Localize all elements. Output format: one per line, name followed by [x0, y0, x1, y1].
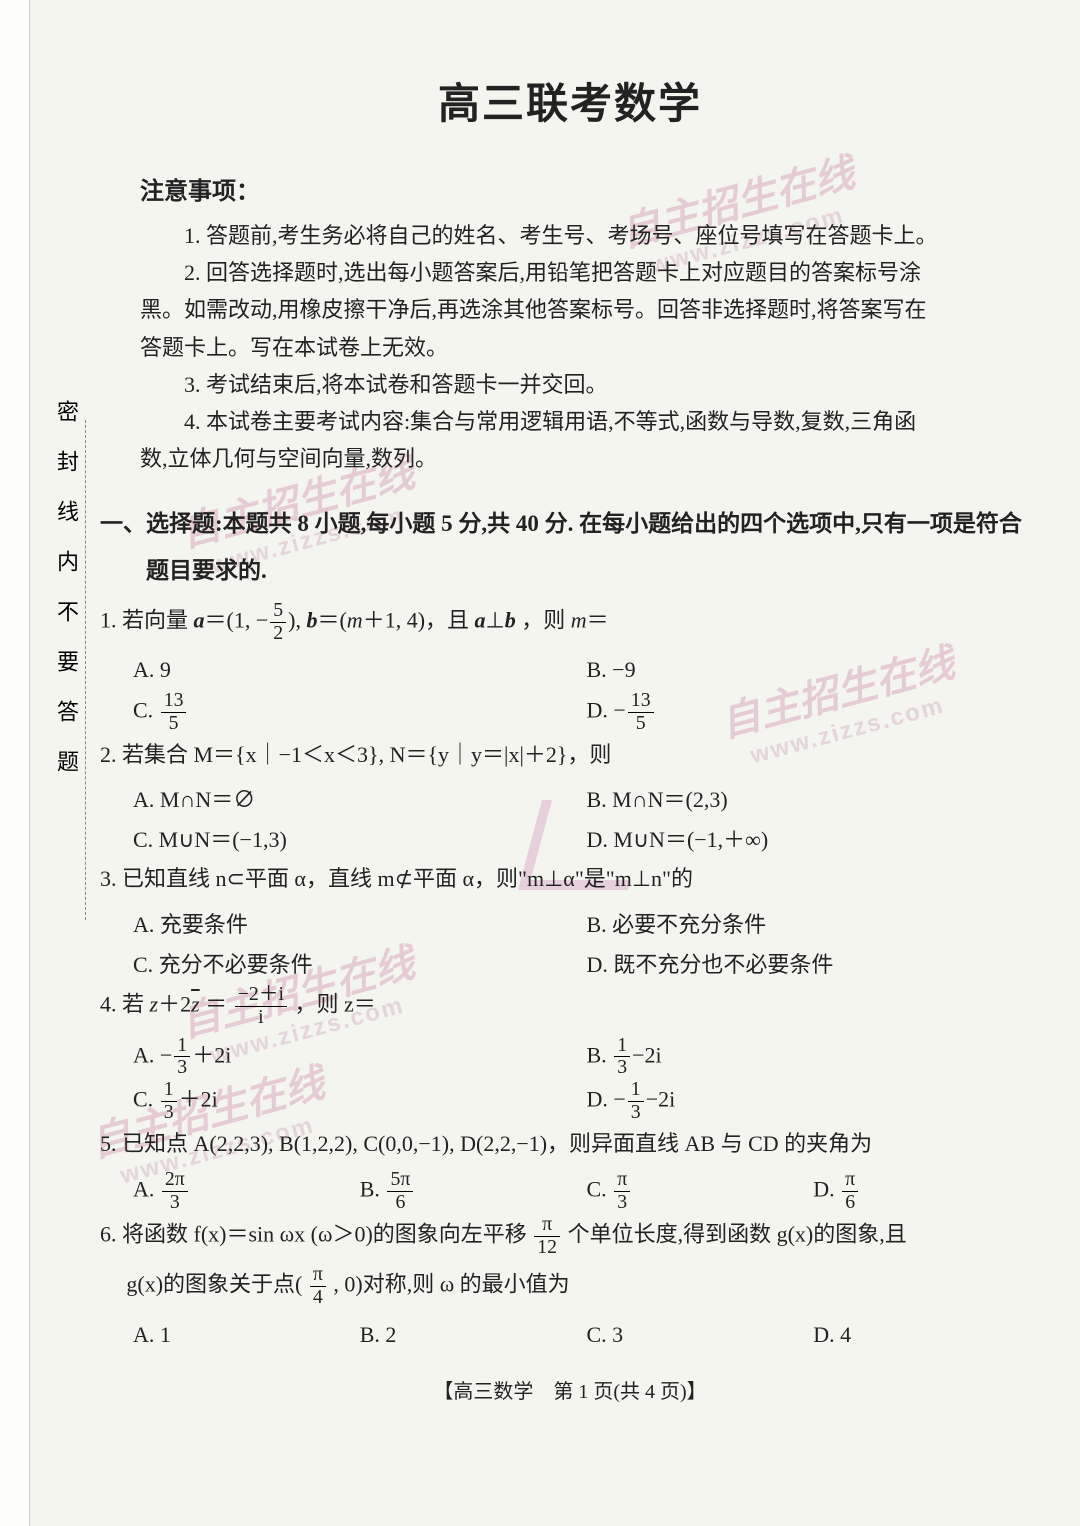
q5-options: A. 2π3 B. 5π6 C. π3 D. π6	[133, 1169, 1040, 1214]
q6-option-a: A. 1	[133, 1315, 360, 1355]
question-2: 2. 若集合 M＝{x｜−1＜x＜3}, N＝{y｜y＝|x|＋2}，则	[100, 735, 1040, 775]
page-footer: 【高三数学 第 1 页(共 4 页)】	[100, 1375, 1040, 1404]
notice-header: 注意事项：	[140, 171, 1040, 206]
notice-4: 4. 本试卷主要考试内容:集合与常用逻辑用语,不等式,函数与导数,复数,三角函	[140, 404, 1040, 439]
question-1: 1. 若向量 a＝(1, −52), b＝(m＋1, 4)，且 a⊥b ，则 m…	[100, 600, 1040, 645]
scan-edge	[0, 0, 30, 1526]
notice-2b: 黑。如需改动,用橡皮擦干净后,再选涂其他答案标号。回答非选择题时,将答案写在	[140, 292, 1040, 327]
question-4: 4. 若 z＋2z ＝ −2＋ii ，则 z＝	[100, 984, 1040, 1029]
q1-stem-post: ，则	[521, 607, 571, 632]
q4-option-a: A. −13＋2i	[133, 1035, 587, 1080]
q1-option-b: B. −9	[587, 650, 1041, 690]
q5-option-d: D. π6	[813, 1169, 1040, 1214]
question-6: 6. 将函数 f(x)＝sin ωx (ω＞0)的图象向左平移 π12 个单位长…	[100, 1214, 1040, 1259]
q4-option-b: B. 13−2i	[587, 1035, 1041, 1080]
q6-option-c: C. 3	[587, 1315, 814, 1355]
q3-option-b: B. 必要不充分条件	[587, 905, 1041, 945]
page-title: 高三联考数学	[100, 70, 1040, 131]
notice-4b: 数,立体几何与空间向量,数列。	[140, 441, 1040, 476]
q6-option-b: B. 2	[360, 1315, 587, 1355]
q3-option-a: A. 充要条件	[133, 905, 587, 945]
q4-option-d: D. −13−2i	[587, 1079, 1041, 1124]
q2-option-c: C. M∪N＝(−1,3)	[133, 820, 587, 860]
q3-options: A. 充要条件 B. 必要不充分条件 C. 充分不必要条件 D. 既不充分也不必…	[133, 905, 1040, 984]
q1-option-c: C. 135	[133, 690, 587, 735]
notice-3: 3. 考试结束后,将本试卷和答题卡一并交回。	[140, 367, 1040, 402]
section-1-header-cont: 题目要求的.	[146, 553, 1040, 590]
notice-1: 1. 答题前,考生务必将自己的姓名、考生号、考场号、座位号填写在答题卡上。	[140, 218, 1040, 253]
question-3: 3. 已知直线 n⊂平面 α，直线 m⊄平面 α，则"m⊥α"是"m⊥n"的	[100, 859, 1040, 899]
notice-2c: 答题卡上。写在本试卷上无效。	[140, 330, 1040, 365]
q3-option-d: D. 既不充分也不必要条件	[587, 945, 1041, 985]
q3-option-c: C. 充分不必要条件	[133, 945, 587, 985]
q4-options: A. −13＋2i B. 13−2i C. 13＋2i D. −13−2i	[133, 1035, 1040, 1124]
q4-option-c: C. 13＋2i	[133, 1079, 587, 1124]
question-6-line2: g(x)的图象关于点( π4 , 0)对称,则 ω 的最小值为	[126, 1264, 1040, 1309]
q2-options: A. M∩N＝∅ B. M∩N＝(2,3) C. M∪N＝(−1,3) D. M…	[133, 780, 1040, 859]
q2-option-d: D. M∪N＝(−1,＋∞)	[587, 820, 1041, 860]
section-1-header: 一、选择题:本题共 8 小题,每小题 5 分,共 40 分. 在每小题给出的四个…	[100, 506, 1040, 543]
exam-page: 高三联考数学 注意事项： 1. 答题前,考生务必将自己的姓名、考生号、考场号、座…	[100, 40, 1040, 1404]
binding-dashed-line	[85, 420, 86, 920]
q1-option-d: D. −135	[587, 690, 1041, 735]
q6-options: A. 1 B. 2 C. 3 D. 4	[133, 1315, 1040, 1355]
q1-option-a: A. 9	[133, 650, 587, 690]
notice-2: 2. 回答选择题时,选出每小题答案后,用铅笔把答题卡上对应题目的答案标号涂	[140, 255, 1040, 290]
q5-option-c: C. π3	[587, 1169, 814, 1214]
q1-options: A. 9 B. −9 C. 135 D. −135	[133, 650, 1040, 734]
binding-margin-text: 密封线内不要答题	[50, 400, 82, 800]
question-5: 5. 已知点 A(2,2,3), B(1,2,2), C(0,0,−1), D(…	[100, 1124, 1040, 1164]
q5-option-b: B. 5π6	[360, 1169, 587, 1214]
q1-stem-pre: 1. 若向量	[100, 607, 194, 632]
q6-option-d: D. 4	[813, 1315, 1040, 1355]
q2-option-b: B. M∩N＝(2,3)	[587, 780, 1041, 820]
q5-option-a: A. 2π3	[133, 1169, 360, 1214]
q2-option-a: A. M∩N＝∅	[133, 780, 587, 820]
